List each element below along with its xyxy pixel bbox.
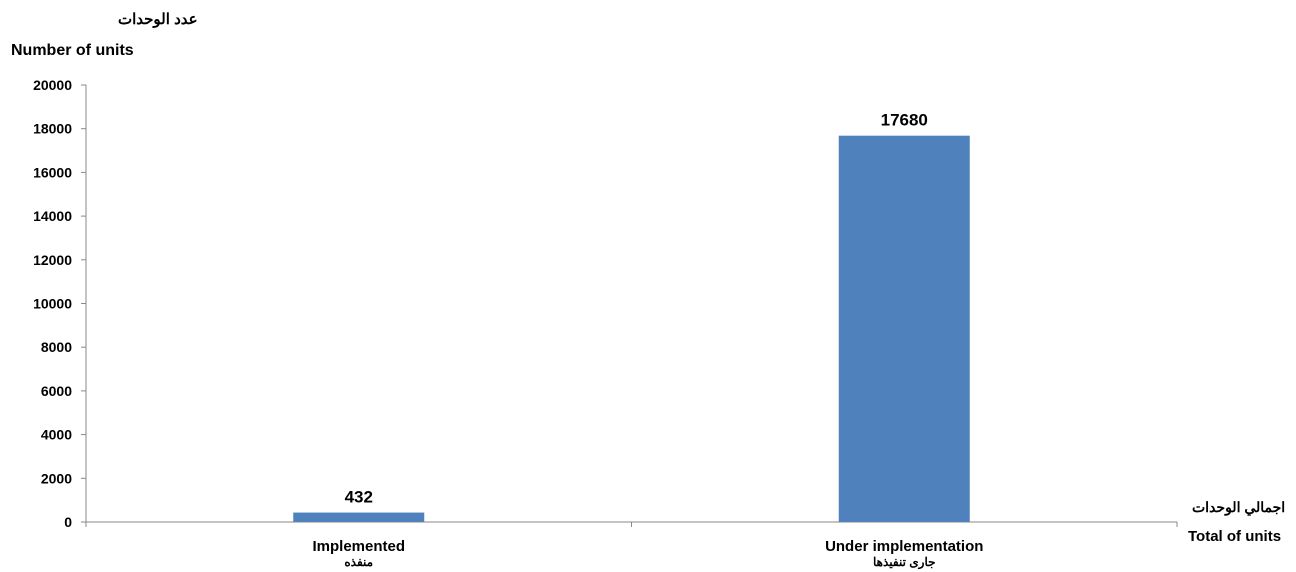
y-tick-label: 8000 [41,339,72,355]
y-tick-label: 0 [64,514,72,530]
x-tick-label-arabic: جارى تنفيذها [873,555,936,570]
y-axis-title-arabic: عدد الوحدات [118,11,198,28]
y-tick-label: 2000 [41,470,72,486]
x-tick-label-arabic: منفذه [344,555,373,569]
x-axis-title-english: Total of units [1188,528,1282,545]
y-tick-label: 6000 [41,383,72,399]
y-tick-label: 18000 [33,121,72,137]
y-tick-label: 10000 [33,296,72,312]
bar [838,135,970,522]
x-tick-label: Under implementation [825,538,983,555]
bars [293,135,970,522]
data-label: 432 [345,488,373,507]
axes [81,84,1178,527]
x-axis-title-arabic: اجمالي الوحدات [1192,499,1286,515]
bar [293,512,425,522]
y-tick-label: 4000 [41,427,72,443]
data-label: 17680 [881,111,928,130]
y-tick-label: 16000 [33,164,72,180]
y-tick-labels: 0 2000 4000 6000 8000 10000 12000 14000 16000 180… [33,77,72,530]
x-tick-label: Implemented [312,538,405,555]
y-axis-title-english: Number of units [11,42,134,59]
y-tick-label: 20000 [33,77,72,93]
y-tick-label: 12000 [33,252,72,268]
data-labels: 432 17680 [345,111,928,507]
y-tick-label: 14000 [33,208,72,224]
